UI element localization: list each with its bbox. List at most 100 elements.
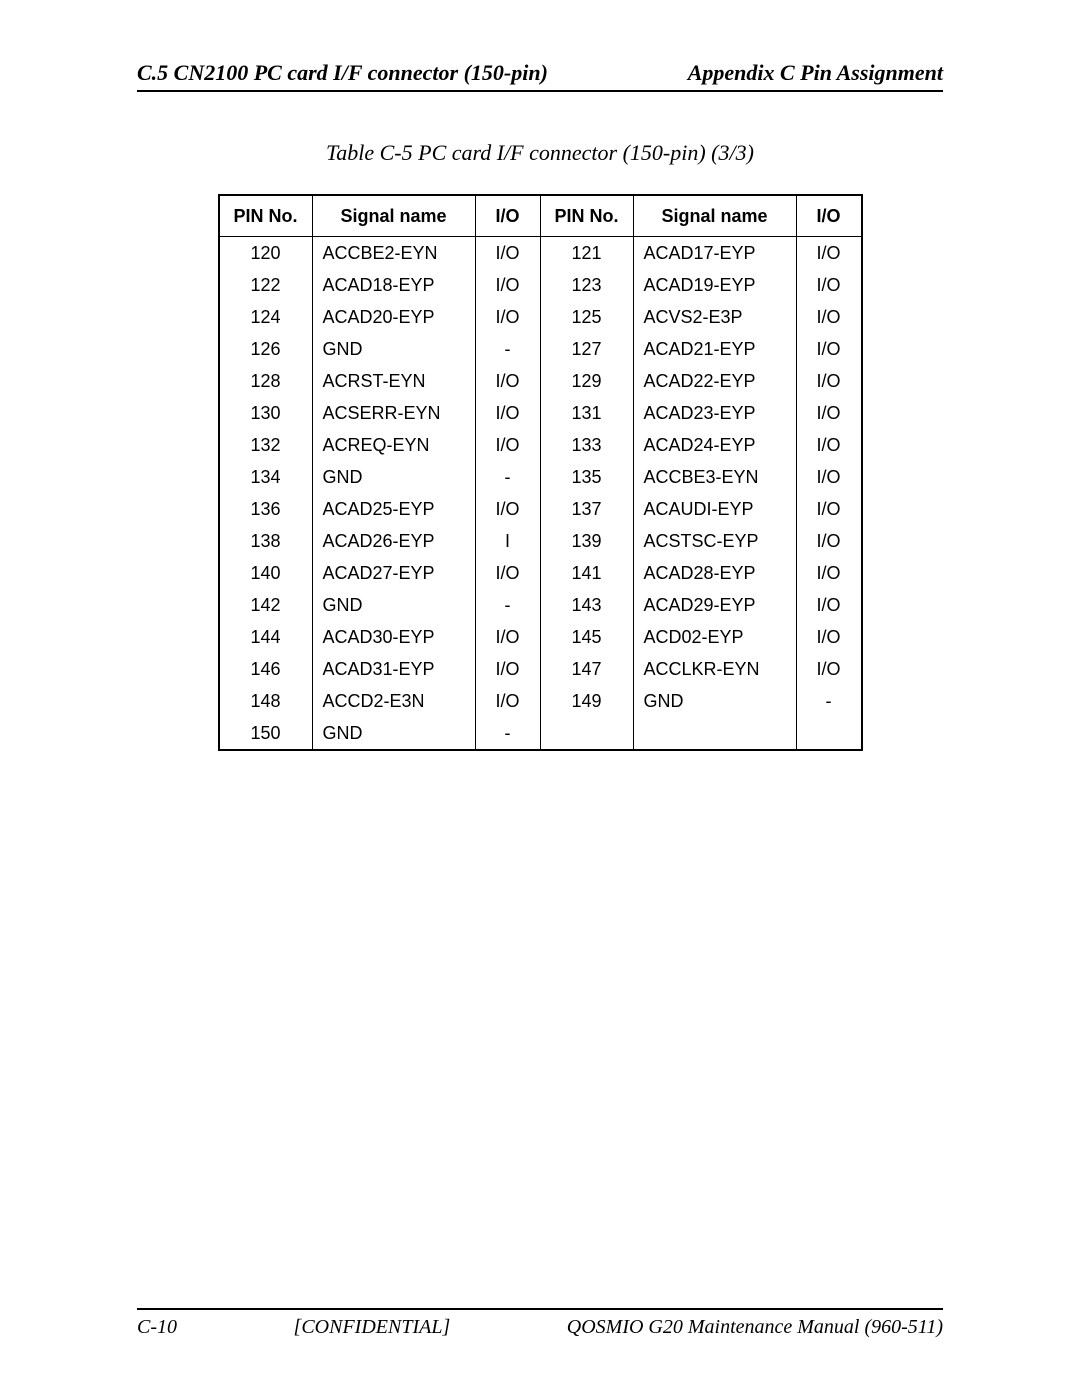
- table-cell: 124: [219, 301, 313, 333]
- table-cell: -: [475, 461, 540, 493]
- table-cell: 127: [540, 333, 633, 365]
- table-cell: 133: [540, 429, 633, 461]
- table-cell: ACCBE2-EYN: [312, 237, 475, 270]
- table-cell: I/O: [475, 429, 540, 461]
- table-cell: I/O: [796, 557, 862, 589]
- table-caption: Table C-5 PC card I/F connector (150-pin…: [137, 140, 943, 166]
- table-cell: 145: [540, 621, 633, 653]
- table-row: 132ACREQ-EYNI/O133ACAD24-EYPI/O: [219, 429, 862, 461]
- footer-manual-title: QOSMIO G20 Maintenance Manual (960-511): [567, 1316, 943, 1339]
- pin-assignment-table: PIN No.Signal nameI/OPIN No.Signal nameI…: [218, 194, 863, 751]
- table-cell: I/O: [796, 525, 862, 557]
- table-cell: I: [475, 525, 540, 557]
- table-cell: I/O: [796, 269, 862, 301]
- table-cell: [796, 717, 862, 750]
- table-header: PIN No.Signal nameI/OPIN No.Signal nameI…: [219, 195, 862, 237]
- table-cell: ACAD31-EYP: [312, 653, 475, 685]
- table-row: 146ACAD31-EYPI/O147ACCLKR-EYNI/O: [219, 653, 862, 685]
- table-cell: 134: [219, 461, 313, 493]
- table-cell: I/O: [796, 301, 862, 333]
- table-cell: ACREQ-EYN: [312, 429, 475, 461]
- table-cell: -: [796, 685, 862, 717]
- table-cell: 139: [540, 525, 633, 557]
- table-column-header: PIN No.: [219, 195, 313, 237]
- table-cell: ACAD21-EYP: [633, 333, 796, 365]
- table-cell: I/O: [796, 653, 862, 685]
- table-cell: GND: [312, 461, 475, 493]
- table-cell: 123: [540, 269, 633, 301]
- table-cell: 121: [540, 237, 633, 270]
- table-cell: ACAD30-EYP: [312, 621, 475, 653]
- table-column-header: Signal name: [633, 195, 796, 237]
- table-cell: 129: [540, 365, 633, 397]
- table-row: 136ACAD25-EYPI/O137ACAUDI-EYPI/O: [219, 493, 862, 525]
- table-cell: 125: [540, 301, 633, 333]
- table-cell: 150: [219, 717, 313, 750]
- table-column-header: PIN No.: [540, 195, 633, 237]
- table-cell: [540, 717, 633, 750]
- table-cell: 143: [540, 589, 633, 621]
- table-cell: I/O: [475, 269, 540, 301]
- table-cell: ACAD26-EYP: [312, 525, 475, 557]
- table-cell: ACAD28-EYP: [633, 557, 796, 589]
- table-row: 122ACAD18-EYPI/O123ACAD19-EYPI/O: [219, 269, 862, 301]
- table-cell: 132: [219, 429, 313, 461]
- table-cell: GND: [312, 717, 475, 750]
- table-row: 148ACCD2-E3NI/O149GND-: [219, 685, 862, 717]
- table-cell: ACAUDI-EYP: [633, 493, 796, 525]
- table-column-header: I/O: [475, 195, 540, 237]
- table-row: 120ACCBE2-EYNI/O121ACAD17-EYPI/O: [219, 237, 862, 270]
- table-cell: I/O: [796, 429, 862, 461]
- table-row: 126GND-127ACAD21-EYPI/O: [219, 333, 862, 365]
- table-cell: 135: [540, 461, 633, 493]
- table-cell: GND: [633, 685, 796, 717]
- table-cell: I/O: [475, 493, 540, 525]
- table-cell: 131: [540, 397, 633, 429]
- page-header: C.5 CN2100 PC card I/F connector (150-pi…: [137, 60, 943, 92]
- table-cell: 138: [219, 525, 313, 557]
- table-cell: I/O: [475, 621, 540, 653]
- table-cell: ACAD17-EYP: [633, 237, 796, 270]
- table-cell: [633, 717, 796, 750]
- table-row: 150GND-: [219, 717, 862, 750]
- table-cell: ACAD25-EYP: [312, 493, 475, 525]
- table-cell: GND: [312, 333, 475, 365]
- table-row: 124ACAD20-EYPI/O125ACVS2-E3PI/O: [219, 301, 862, 333]
- table-cell: -: [475, 589, 540, 621]
- footer-page-number: C-10: [137, 1316, 177, 1339]
- page-footer: C-10 [CONFIDENTIAL] QOSMIO G20 Maintenan…: [137, 1308, 943, 1339]
- table-cell: 136: [219, 493, 313, 525]
- table-cell: ACRST-EYN: [312, 365, 475, 397]
- table-cell: I/O: [796, 365, 862, 397]
- table-header-row: PIN No.Signal nameI/OPIN No.Signal nameI…: [219, 195, 862, 237]
- table-cell: I/O: [475, 653, 540, 685]
- table-row: 128ACRST-EYNI/O129ACAD22-EYPI/O: [219, 365, 862, 397]
- table-cell: GND: [312, 589, 475, 621]
- header-left: C.5 CN2100 PC card I/F connector (150-pi…: [137, 60, 548, 86]
- table-cell: I/O: [796, 397, 862, 429]
- table-cell: ACAD20-EYP: [312, 301, 475, 333]
- table-cell: 149: [540, 685, 633, 717]
- table-cell: ACAD18-EYP: [312, 269, 475, 301]
- header-right: Appendix C Pin Assignment: [688, 60, 943, 86]
- table-cell: ACSTSC-EYP: [633, 525, 796, 557]
- table-cell: -: [475, 717, 540, 750]
- table-cell: 147: [540, 653, 633, 685]
- table-cell: 144: [219, 621, 313, 653]
- table-cell: 137: [540, 493, 633, 525]
- table-cell: 122: [219, 269, 313, 301]
- table-cell: I/O: [796, 589, 862, 621]
- table-cell: 120: [219, 237, 313, 270]
- table-cell: ACAD22-EYP: [633, 365, 796, 397]
- table-cell: I/O: [475, 237, 540, 270]
- table-cell: I/O: [796, 461, 862, 493]
- table-column-header: Signal name: [312, 195, 475, 237]
- table-cell: I/O: [796, 621, 862, 653]
- table-row: 130ACSERR-EYNI/O131ACAD23-EYPI/O: [219, 397, 862, 429]
- table-cell: 128: [219, 365, 313, 397]
- footer-confidential: [CONFIDENTIAL]: [294, 1316, 451, 1339]
- table-row: 138ACAD26-EYPI139ACSTSC-EYPI/O: [219, 525, 862, 557]
- table-cell: ACAD23-EYP: [633, 397, 796, 429]
- table-cell: 142: [219, 589, 313, 621]
- table-cell: ACCBE3-EYN: [633, 461, 796, 493]
